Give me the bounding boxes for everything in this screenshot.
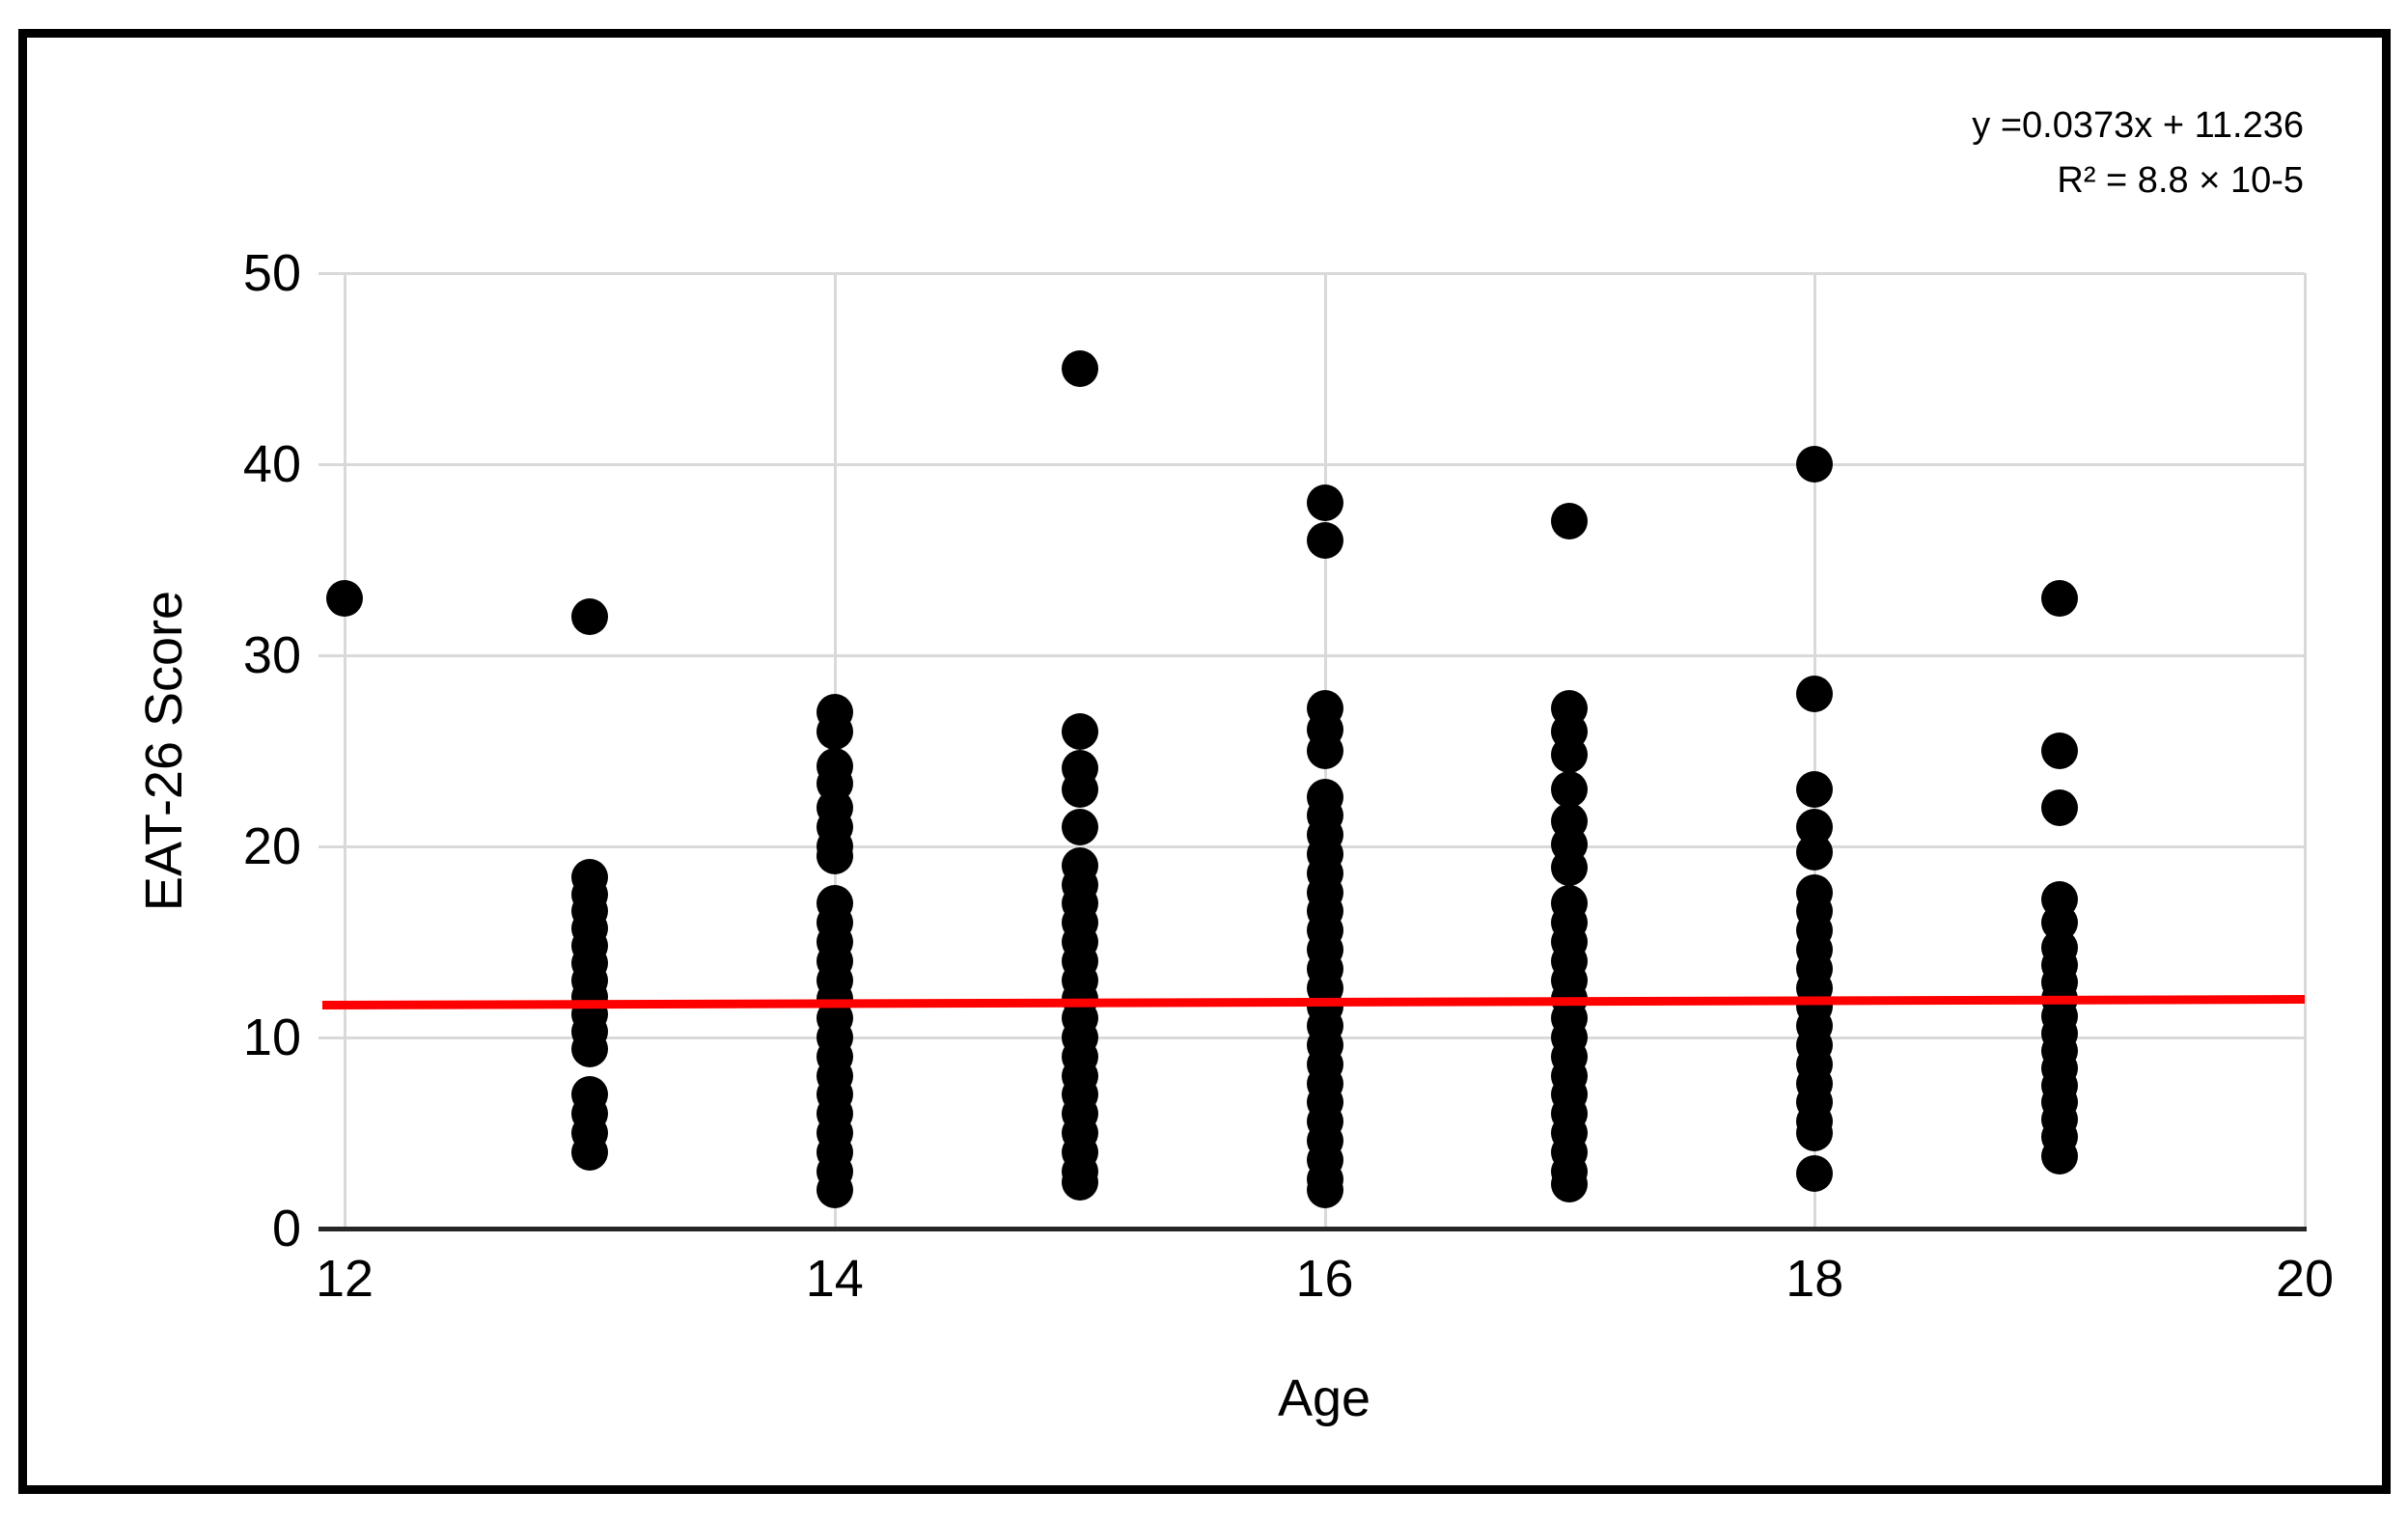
scatter-point	[1796, 1154, 1834, 1192]
scatter-point	[1796, 1115, 1834, 1151]
scatter-point	[1306, 732, 1343, 769]
scatter-point	[1061, 1164, 1098, 1202]
x-tick-label: 18	[1785, 1250, 1844, 1308]
scatter-point	[570, 598, 608, 636]
y-tick-label: 20	[242, 817, 301, 875]
scatter-point	[2041, 732, 2079, 769]
x-axis-title: Age	[1277, 1369, 1371, 1427]
scatter-point	[1551, 735, 1589, 773]
scatter-point	[1551, 503, 1589, 540]
trendline-annotation: y =0.0373x + 11.236 R² = 8.8 × 10-5	[1972, 98, 2304, 208]
scatter-point	[1061, 350, 1098, 387]
scatter-point	[1551, 848, 1589, 886]
trendline-equation: y =0.0373x + 11.236	[1972, 105, 2304, 146]
x-tick-label: 12	[315, 1250, 374, 1308]
scatter-point	[1306, 484, 1343, 521]
scatter-point	[1551, 1166, 1589, 1203]
y-tick-label: 50	[242, 244, 301, 302]
scatter-point	[2041, 579, 2079, 617]
scatter-point	[1796, 446, 1834, 483]
scatter-point	[2041, 789, 2079, 827]
v-gridline	[1813, 273, 1817, 1229]
scatter-point	[1306, 1172, 1343, 1209]
scatter-point	[1796, 675, 1834, 712]
scatter-point	[1796, 833, 1834, 871]
v-gridline	[2304, 273, 2307, 1229]
h-gridline	[318, 654, 2305, 657]
scatter-point	[1796, 770, 1834, 808]
r-squared-value: R² = 8.8 × 10-5	[2057, 160, 2304, 201]
y-tick-label: 30	[242, 626, 301, 684]
scatter-point	[1061, 770, 1098, 808]
scatter-point	[570, 1133, 608, 1171]
h-gridline	[318, 272, 2305, 275]
scatter-point	[1061, 713, 1098, 751]
x-axis-line	[318, 1227, 2307, 1231]
v-gridline	[344, 273, 346, 1229]
h-gridline	[318, 463, 2305, 466]
scatter-point	[816, 1172, 853, 1209]
x-tick-label: 20	[2275, 1250, 2335, 1308]
scatter-point	[816, 713, 853, 751]
y-axis-title: EAT-26 Score	[135, 590, 193, 912]
y-tick-label: 10	[242, 1009, 301, 1066]
scatter-point	[1306, 522, 1343, 560]
x-tick-label: 16	[1295, 1250, 1354, 1308]
x-tick-label: 14	[805, 1250, 864, 1308]
scatter-point	[570, 1030, 608, 1067]
scatter-point	[326, 579, 363, 617]
y-tick-label: 40	[242, 435, 301, 493]
scatter-point	[1551, 770, 1589, 808]
scatter-point	[816, 837, 853, 874]
scatter-point	[2041, 1137, 2079, 1175]
y-tick-label: 0	[271, 1200, 301, 1257]
scatter-point	[1061, 809, 1098, 846]
